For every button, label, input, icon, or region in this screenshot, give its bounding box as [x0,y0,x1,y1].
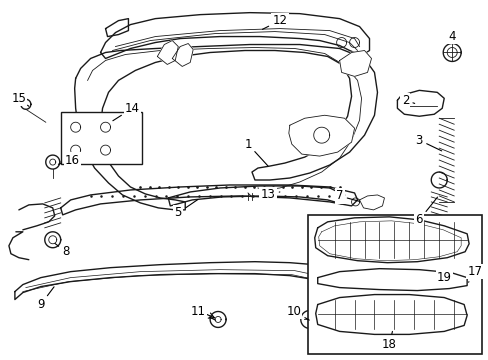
Text: 4: 4 [447,30,455,43]
Polygon shape [15,262,339,300]
Polygon shape [172,44,193,67]
Text: 19: 19 [436,271,451,284]
Polygon shape [315,294,466,334]
Text: 17: 17 [467,265,482,282]
Text: 7: 7 [335,189,358,202]
Text: 6: 6 [415,197,437,226]
Polygon shape [359,195,384,210]
Text: 1: 1 [244,138,267,166]
Text: 16: 16 [58,154,80,167]
Polygon shape [105,19,128,37]
Polygon shape [397,90,443,116]
Polygon shape [61,185,357,215]
Text: 14: 14 [113,102,140,121]
Text: 8: 8 [55,243,69,258]
Text: 12: 12 [262,14,287,29]
FancyBboxPatch shape [61,112,142,164]
Text: 2: 2 [401,94,414,107]
Text: 3: 3 [415,134,441,151]
Text: 13: 13 [260,188,279,202]
Polygon shape [339,50,371,76]
Text: 9: 9 [37,287,54,311]
Text: 10: 10 [286,305,309,320]
Text: 11: 11 [190,305,215,320]
Polygon shape [314,217,468,263]
Text: 18: 18 [381,332,396,351]
Polygon shape [288,115,354,156]
Polygon shape [317,269,466,291]
Polygon shape [168,186,344,206]
Polygon shape [75,45,377,210]
Text: 5: 5 [174,199,198,219]
Polygon shape [157,41,178,64]
Polygon shape [19,204,55,230]
Text: 15: 15 [11,92,29,106]
Polygon shape [101,13,369,58]
Bar [307,215,481,354]
